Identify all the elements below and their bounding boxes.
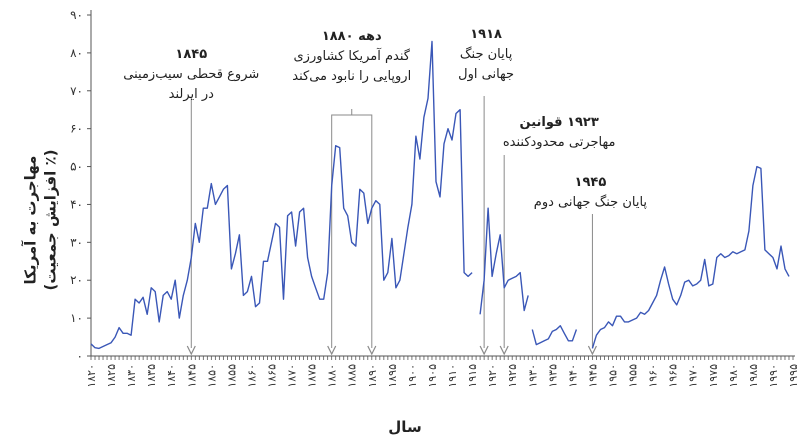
x-tick-label: ۱۸۳۰ xyxy=(125,364,138,388)
famine-text-line: شروع قحطی سیب‌زمینی xyxy=(123,67,259,82)
wheat-text-line: گندم آمریکا کشاورزی xyxy=(293,47,410,64)
x-tick-label: ۱۹۴۰ xyxy=(566,364,579,388)
famine-text-line: در ایرلند xyxy=(169,87,215,102)
y-axis-label: مهاجرت به آمریکا xyxy=(21,155,40,285)
series-line-segment xyxy=(479,207,529,315)
x-tick-label: ۱۹۲۰ xyxy=(486,364,499,388)
x-tick-label: ۱۸۳۵ xyxy=(145,364,158,388)
x-tick-label: ۱۸۵۵ xyxy=(225,364,238,388)
y-tick-label: ۸۰ xyxy=(70,46,83,60)
series-immigration xyxy=(90,40,790,350)
x-tick-label: ۱۹۴۵ xyxy=(586,364,599,388)
ww2-text-line: پایان جنگ جهانی دوم xyxy=(534,194,648,210)
x-tick-label: ۱۹۱۰ xyxy=(446,364,459,388)
series-line-segment xyxy=(90,40,473,350)
axes xyxy=(90,10,795,357)
ww1-text-line: ۱۹۱۸ xyxy=(470,27,502,42)
wheat-left-arrow-head xyxy=(327,345,337,356)
series-line-segment xyxy=(591,165,790,349)
x-tick-label: ۱۸۵۰ xyxy=(205,364,218,388)
x-tick-label: ۱۸۸۵ xyxy=(346,364,359,388)
x-tick-label: ۱۹۲۵ xyxy=(506,364,519,388)
x-tick-label: ۱۹۹۰ xyxy=(767,364,780,388)
x-tick-label: ۱۸۸۰ xyxy=(326,364,339,388)
y-tick-label: ۵۰ xyxy=(70,160,83,174)
y-tick-label: ۷۰ xyxy=(70,84,83,98)
x-tick-label: ۱۹۳۵ xyxy=(546,364,559,388)
y-axis-ticks: ۰ ۱۰ ۲۰ ۳۰ ۴۰ ۵۰ ۶۰ ۷۰ ۸۰ ۹۰ xyxy=(70,8,91,363)
x-tick-label: ۱۸۴۰ xyxy=(165,364,178,388)
x-tick-label: ۱۹۳۰ xyxy=(526,364,539,388)
x-tick-label: ۱۹۶۰ xyxy=(647,364,660,388)
annotations: ۱۸۴۵ شروع قحطی سیب‌زمینی در ایرلند دهه ۱۸۸۰… xyxy=(123,27,648,356)
x-axis-title: سال xyxy=(388,418,422,436)
y-tick-label: ۰ xyxy=(77,349,83,363)
x-tick-label: ۱۹۰۰ xyxy=(406,364,419,388)
famine-text-line: ۱۸۴۵ xyxy=(175,47,207,62)
y-tick-label: ۳۰ xyxy=(70,235,83,249)
x-tick-label: ۱۹۹۵ xyxy=(787,364,800,388)
famine-arrow-head xyxy=(186,345,196,356)
wheat-text-line: اروپایی را نابود می‌کند xyxy=(292,69,411,84)
x-tick-label: ۱۸۹۰ xyxy=(366,364,379,388)
x-tick-label: ۱۸۷۵ xyxy=(306,364,319,388)
x-tick-label: ۱۹۷۰ xyxy=(687,364,700,388)
x-tick-label: ۱۸۶۰ xyxy=(245,364,258,388)
wheat-text-line: دهه ۱۸۸۰ xyxy=(322,29,382,44)
laws-text-line: ۱۹۲۳ قوانین xyxy=(520,115,599,130)
y-tick-label: ۹۰ xyxy=(70,8,83,22)
x-tick-label: ۱۹۱۵ xyxy=(466,364,479,388)
x-tick-label: ۱۸۲۰ xyxy=(85,364,98,388)
y-tick-label: ۶۰ xyxy=(70,122,83,136)
series-line-segment xyxy=(531,325,578,346)
y-tick-label: ۴۰ xyxy=(70,197,83,211)
wheat-right-arrow-head xyxy=(367,345,377,356)
x-axis-ticks: ۱۸۲۰ ۱۸۲۵ ۱۸۳۰ ۱۸۳۵ ۱۸۴۰ ۱۸۴۵ ۱۸۵۰ ۱۸۵۵ ۱۸۶۰ ۱۸۶۵… xyxy=(85,356,800,388)
x-tick-label: ۱۹۵۵ xyxy=(627,364,640,388)
y-axis-sublabel: (٪ افزایش جمعیت) xyxy=(41,149,60,291)
x-tick-label: ۱۸۶۵ xyxy=(266,364,279,388)
ww1-text-line: جهانی اول xyxy=(458,67,514,82)
x-tick-label: ۱۹۵۰ xyxy=(606,364,619,388)
x-tick-label: ۱۹۶۵ xyxy=(667,364,680,388)
ww1-arrow-head xyxy=(479,345,489,356)
ww2-arrow-head xyxy=(587,345,597,356)
laws-text-line: مهاجرتی محدودکننده xyxy=(503,135,616,150)
laws-arrow-head xyxy=(499,345,509,356)
wheat-bracket xyxy=(331,114,373,123)
x-tick-label: ۱۹۷۵ xyxy=(707,364,720,388)
x-tick-label: ۱۸۷۰ xyxy=(286,364,299,388)
x-tick-label: ۱۹۰۵ xyxy=(426,364,439,388)
x-tick-label: ۱۸۹۵ xyxy=(386,364,399,388)
x-tick-label: ۱۹۸۰ xyxy=(727,364,740,388)
x-tick-label: ۱۸۴۵ xyxy=(185,364,198,388)
ww2-text-line: ۱۹۴۵ xyxy=(575,175,607,190)
x-tick-label: ۱۹۸۵ xyxy=(747,364,760,388)
y-tick-label: ۱۰ xyxy=(70,311,83,325)
ww1-text-line: پایان جنگ xyxy=(460,46,513,62)
y-tick-label: ۲۰ xyxy=(70,273,83,287)
y-axis-title: مهاجرت به آمریکا (٪ افزایش جمعیت) xyxy=(10,130,70,310)
x-tick-label: ۱۸۲۵ xyxy=(105,364,118,388)
